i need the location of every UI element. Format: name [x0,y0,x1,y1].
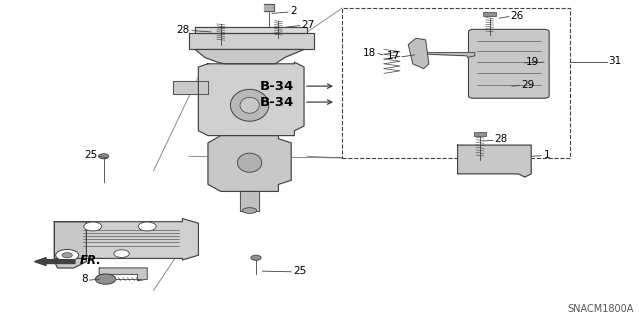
Polygon shape [408,38,429,69]
Circle shape [99,154,109,159]
Polygon shape [173,81,208,94]
Polygon shape [189,33,314,49]
Text: 19: 19 [526,57,540,67]
Polygon shape [240,191,259,211]
Text: 18: 18 [363,48,376,58]
Text: FR.: FR. [80,255,102,267]
Ellipse shape [230,89,269,121]
Polygon shape [195,49,304,64]
Polygon shape [198,62,304,136]
FancyBboxPatch shape [468,29,549,98]
Text: 1: 1 [543,150,550,160]
Circle shape [251,255,261,260]
Polygon shape [458,145,531,177]
Text: 28: 28 [176,25,189,35]
Ellipse shape [240,97,259,113]
Polygon shape [264,4,274,11]
Text: 25: 25 [84,150,97,160]
Circle shape [138,222,156,231]
Text: 17: 17 [387,51,400,61]
Circle shape [114,250,129,257]
Bar [483,12,496,16]
Polygon shape [195,27,307,33]
Polygon shape [99,268,147,281]
Ellipse shape [237,153,262,172]
Text: 26: 26 [510,11,524,21]
Ellipse shape [243,208,257,213]
Polygon shape [54,219,198,260]
Circle shape [62,253,72,258]
Polygon shape [208,136,291,191]
Text: 25: 25 [293,266,307,276]
Text: 28: 28 [494,134,508,145]
Bar [474,132,486,136]
Circle shape [95,274,116,284]
Text: 27: 27 [301,19,315,30]
Text: B-34: B-34 [260,80,294,93]
FancyArrow shape [35,257,75,265]
Text: SNACM1800A: SNACM1800A [567,304,634,314]
Text: 8: 8 [81,274,88,284]
Text: B-34: B-34 [260,96,294,108]
Text: 31: 31 [609,56,622,66]
Polygon shape [54,222,86,268]
Bar [342,8,570,158]
Text: 29: 29 [521,79,534,90]
Polygon shape [428,53,475,57]
Circle shape [84,222,102,231]
Circle shape [56,249,79,261]
Text: 2: 2 [290,6,296,16]
